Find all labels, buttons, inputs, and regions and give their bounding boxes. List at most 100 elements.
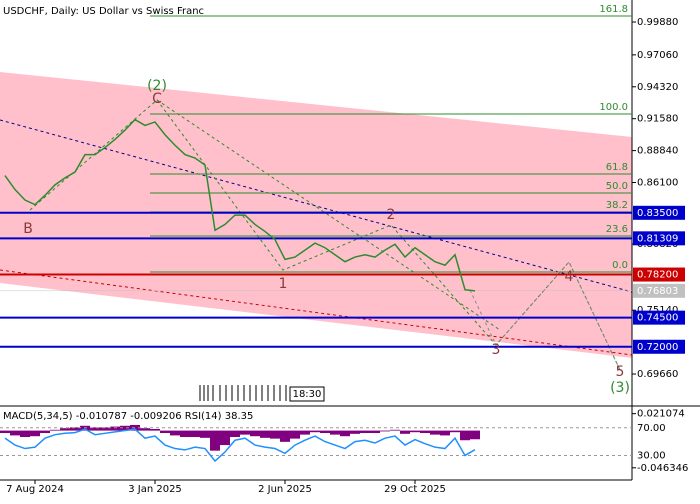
chart-title: USDCHF, Daily: US Dollar vs Swiss Franc [3,6,204,17]
macd-bar [220,430,230,446]
macd-bar [250,430,260,437]
trend-line [0,119,633,293]
wave-label: 3 [492,342,501,358]
y-tick-label: 0.86100 [637,178,678,189]
wave-label: 4 [565,269,574,285]
fib-label: 100.0 [599,102,628,113]
macd-bar [390,429,400,431]
time-box [289,386,325,402]
macd-bar [400,430,410,434]
price-tag [633,283,685,298]
macd-bar [150,428,160,431]
macd-bar [90,427,100,431]
fib-label: 50.0 [606,181,628,192]
price-tag-label: 0.72000 [637,342,678,353]
price-tag-label: 0.78200 [637,270,678,281]
price-tag [633,231,685,246]
macd-bar [60,428,70,431]
macd-bar [230,430,240,438]
macd-bar [20,430,30,438]
macd-bar [470,430,480,440]
macd-bar [30,430,40,437]
macd-bar [460,430,470,441]
rsi-tick-label: 30.00 [637,450,666,461]
wave-label: B [23,221,33,237]
macd-bar [160,430,170,434]
x-tick-label: 29 Oct 2025 [384,484,446,495]
wave-label: (3) [610,380,630,396]
macd-bar [180,430,190,438]
macd-bar [190,430,200,438]
macd-bar [310,430,320,433]
macd-bar [110,426,120,431]
macd-bar [10,430,20,436]
x-tick-label: 3 Jan 2025 [128,484,182,495]
price-tag-label: 0.74500 [637,313,678,324]
macd-bar [200,430,210,438]
macd-bar [270,430,280,439]
macd-bar [340,430,350,437]
y-tick-label: 0.97060 [637,50,678,61]
wave-path [156,99,501,331]
time-ticks [199,385,287,401]
wave-label: 2 [387,207,396,223]
wave-label: 5 [616,364,625,380]
fib-label: 38.2 [606,200,628,211]
price-tag-label: 0.76803 [637,286,678,297]
macd-bar [210,430,220,451]
macd-tick-label: 0.021074 [637,409,685,420]
macd-bar [120,425,130,431]
macd-bar [380,430,390,432]
macd-bar [350,430,360,434]
y-tick-label: 0.99880 [637,17,678,28]
price-tag [633,310,685,325]
macd-bar [280,430,290,442]
time-label: 18:30 [293,389,322,400]
x-tick-label: 2 Jun 2025 [258,484,312,495]
macd-bar [0,430,10,434]
time-box-bg [197,384,297,402]
macd-bar [290,430,300,439]
macd-bar [140,428,150,431]
channel [0,72,632,358]
x-tick-label: 7 Aug 2024 [6,484,64,495]
macd-bar [370,430,380,434]
fib-label: 23.6 [606,224,628,235]
macd-bar [360,430,370,434]
price-line [4,118,476,292]
y-tick-label: 0.91580 [637,114,678,125]
macd-bar [70,427,80,431]
macd-bar [170,430,180,436]
macd-bar [440,430,450,436]
macd-tick-label: -0.046346 [637,463,688,474]
y-tick-label: 0.94320 [637,82,678,93]
fib-label: 161.8 [599,4,628,15]
price-tag [633,205,685,220]
macd-bar [420,430,430,434]
fib-label: 61.8 [606,162,628,173]
wave-label: 1 [279,276,288,292]
time-marker: 18:30 [197,384,325,402]
fib-label: 0.0 [612,260,628,271]
macd-bar [50,429,60,431]
rsi-tick-label: 70.00 [637,423,666,434]
macd-bar [260,430,270,438]
macd-bar [330,430,340,435]
macd-bar [300,430,310,435]
price-tag [633,339,685,354]
wave-label: C [152,91,162,107]
macd-bar [430,430,440,435]
macd-bar [320,430,330,434]
macd-bar [240,430,250,435]
price-tag [633,267,685,282]
macd-bar [450,430,460,433]
trend-line [0,269,633,356]
y-tick-label: 0.69660 [637,369,678,380]
price-tag-label: 0.83500 [637,208,678,219]
macd-bar [40,430,50,434]
wave-label: (2) [147,78,167,94]
indicator-title: MACD(5,34,5) -0.010787 -0.009206 RSI(14)… [3,411,253,422]
price-tag-label: 0.81309 [637,233,678,244]
rsi-line [4,428,476,463]
